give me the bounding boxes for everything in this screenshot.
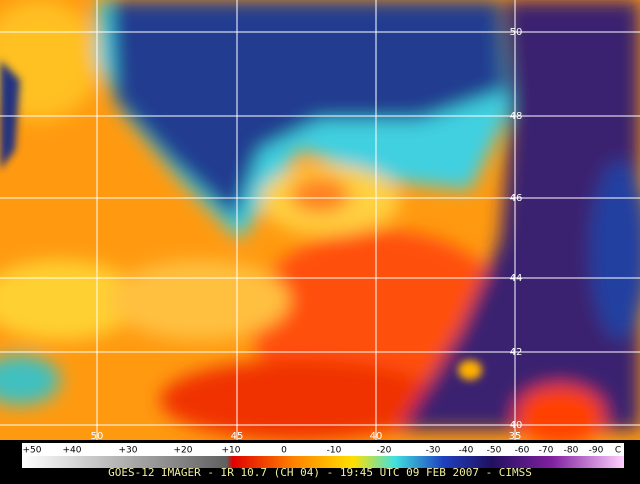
- latitude-label: 40: [510, 420, 523, 431]
- colorbar-label: -90: [589, 446, 604, 456]
- colorbar-label: +20: [174, 446, 193, 456]
- latitude-label: 50: [510, 27, 523, 38]
- colorbar-label: 0: [281, 446, 287, 456]
- longitude-label: 50: [91, 431, 104, 442]
- colorbar-label: +10: [222, 446, 241, 456]
- latitude-label: 44: [510, 273, 523, 284]
- colorbar-label-band: [22, 443, 624, 456]
- longitude-label: 35: [509, 431, 522, 442]
- caption: GOES-12 IMAGER - IR 10.7 (CH 04) - 19:45…: [108, 466, 532, 479]
- colorbar-label: -70: [539, 446, 554, 456]
- longitude-label: 40: [370, 431, 383, 442]
- graticule: [0, 0, 640, 440]
- colorbar-label: -40: [459, 446, 474, 456]
- colorbar: [22, 456, 624, 468]
- colorbar-label: +40: [63, 446, 82, 456]
- colorbar-label: -60: [515, 446, 530, 456]
- latitude-label: 46: [510, 193, 523, 204]
- colorbar-label: -30: [426, 446, 441, 456]
- colorbar-label: C: [615, 446, 621, 456]
- colorbar-label: +50: [23, 446, 42, 456]
- colorbar-label: -50: [487, 446, 502, 456]
- colorbar-label: -10: [327, 446, 342, 456]
- longitude-label: 45: [231, 431, 244, 442]
- latitude-label: 42: [510, 347, 523, 358]
- colorbar-label: -80: [564, 446, 579, 456]
- imagery: [0, 0, 640, 445]
- colorbar-label: -20: [377, 446, 392, 456]
- colorbar-label: +30: [119, 446, 138, 456]
- latitude-label: 48: [510, 111, 523, 122]
